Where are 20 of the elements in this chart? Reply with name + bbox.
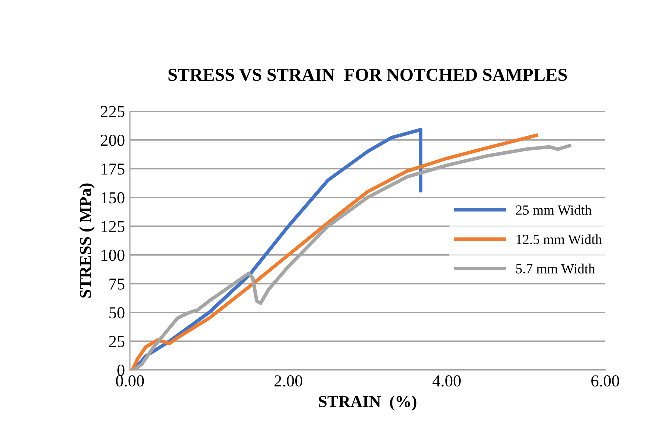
x-tick-label: 6.00 [592, 376, 620, 387]
y-tick-label: 25 [109, 336, 125, 348]
x-tick-label: 4.00 [432, 376, 461, 387]
legend-label: 25 mm Width [516, 205, 592, 216]
y-tick-label: 225 [101, 106, 125, 118]
y-tick-label: 200 [101, 134, 125, 146]
legend-label: 12.5 mm Width [516, 234, 602, 244]
legend-label: 5.7 mm Width [516, 264, 596, 274]
y-tick-label: 75 [110, 278, 125, 290]
x-tick-label: 2.00 [274, 376, 303, 387]
y-tick-label: 100 [102, 250, 125, 262]
y-tick-label: 150 [102, 192, 125, 204]
y-tick-label: 0 [118, 364, 125, 376]
y-tick-label: 50 [110, 307, 125, 319]
x-tick-label: 0.00 [116, 376, 144, 387]
x-axis-title: STRAIN (%) [319, 396, 417, 411]
y-tick-label: 125 [102, 221, 125, 232]
y-tick-label: 175 [102, 164, 125, 175]
chart-title: STRESS VS STRAIN FOR NOTCHED SAMPLES [168, 68, 568, 82]
y-axis-title: STRESS ( MPa) [80, 184, 95, 298]
